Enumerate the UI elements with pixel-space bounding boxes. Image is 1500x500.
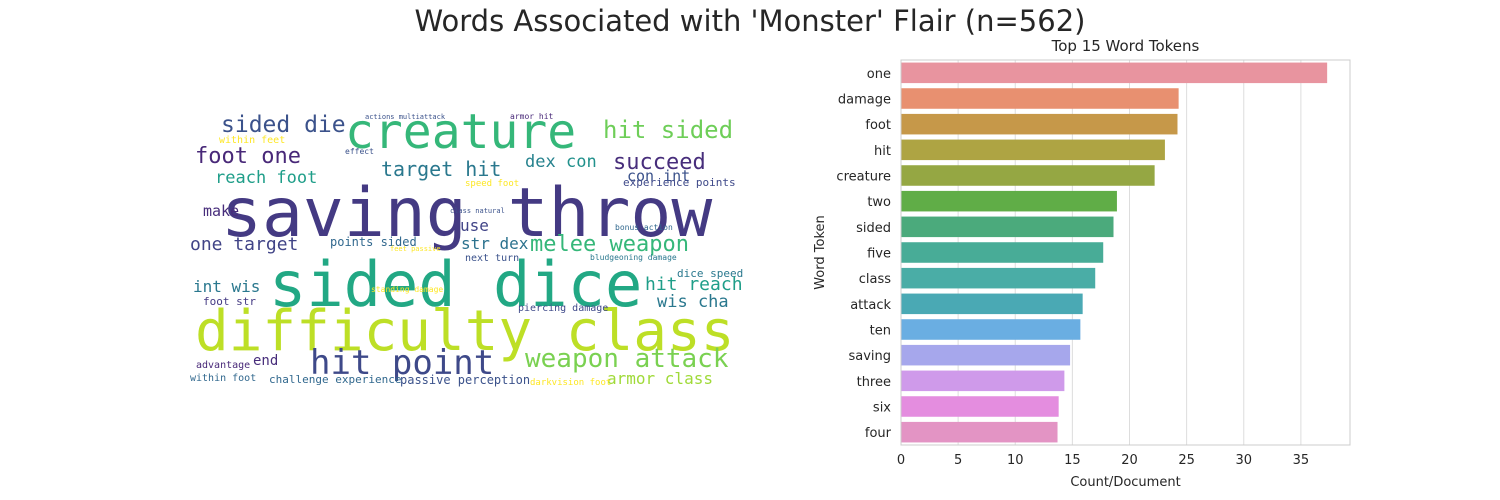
- y-tick-label: four: [865, 426, 892, 441]
- y-tick-label: class: [859, 272, 891, 287]
- cloud-word: speed foot: [465, 179, 520, 189]
- bar-three: [901, 370, 1065, 392]
- cloud-word: standing damage: [371, 285, 444, 294]
- x-tick-label: 0: [897, 453, 905, 468]
- cloud-word: weapon attack: [525, 344, 729, 374]
- chart-title: Top 15 Word Tokens: [1051, 37, 1200, 55]
- cloud-word: saving throw: [221, 174, 713, 253]
- y-tick-label: one: [867, 67, 891, 82]
- x-tick-label: 30: [1235, 453, 1252, 468]
- cloud-word: armor class: [607, 369, 713, 388]
- cloud-word: feet passive: [390, 245, 441, 253]
- y-tick-label: two: [867, 195, 891, 210]
- cloud-word: con: [566, 152, 597, 172]
- cloud-word: class natural: [450, 207, 505, 215]
- y-tick-label: foot: [865, 118, 891, 133]
- cloud-word: bludgeoning damage: [590, 253, 677, 262]
- cloud-word: within foot: [190, 373, 257, 384]
- y-tick-label: five: [867, 247, 891, 262]
- word-cloud: saving throw sided dice difficulty class cr…: [185, 108, 750, 398]
- y-tick-label: damage: [838, 93, 891, 108]
- cloud-word: challenge experience: [269, 373, 402, 386]
- bar-four: [901, 421, 1058, 443]
- cloud-word: experience points: [623, 176, 736, 189]
- cloud-word: dice speed: [677, 267, 744, 280]
- figure-title: Words Associated with 'Monster' Flair (n…: [414, 4, 1086, 38]
- bar-ten: [901, 319, 1081, 340]
- cloud-word: make: [203, 202, 240, 220]
- cloud-word: advantage: [196, 360, 251, 371]
- cloud-word: one target: [190, 234, 299, 255]
- x-tick-label: 15: [1064, 453, 1081, 468]
- y-tick-label: creature: [836, 170, 891, 185]
- x-axis-label: Count/Document: [1070, 475, 1180, 490]
- cloud-word: next turn: [465, 253, 520, 264]
- cloud-word: foot one: [195, 144, 301, 169]
- cloud-word: con int: [627, 167, 691, 185]
- bar-damage: [901, 88, 1179, 109]
- y-tick-label: saving: [848, 349, 891, 364]
- x-tick-label: 10: [1007, 453, 1024, 468]
- cloud-word: use: [460, 216, 489, 235]
- cloud-word: actions multiattack: [365, 113, 446, 121]
- bar-foot: [901, 113, 1178, 135]
- x-tick-label: 35: [1293, 453, 1310, 468]
- cloud-word: armor hit: [510, 112, 554, 121]
- bar-class: [901, 267, 1096, 289]
- cloud-word: end: [253, 353, 279, 369]
- bar-creature: [901, 165, 1155, 186]
- cloud-word: points sided: [330, 235, 417, 249]
- cloud-word: difficulty class: [195, 299, 735, 364]
- cloud-word: wis cha: [657, 292, 729, 312]
- bar-one: [901, 62, 1328, 84]
- cloud-word: creature: [345, 108, 577, 160]
- bar-attack: [901, 293, 1083, 315]
- cloud-word: melee weapon: [530, 232, 689, 257]
- cloud-word: dex: [525, 152, 556, 172]
- bar-six: [901, 396, 1059, 417]
- y-tick-label: attack: [850, 298, 891, 313]
- y-axis-label: Word Token: [813, 215, 828, 290]
- cloud-word: passive perception: [400, 373, 531, 387]
- y-tick-label: sided: [856, 221, 891, 236]
- y-tick-label: six: [873, 401, 891, 416]
- cloud-word: darkvision foot: [530, 378, 612, 388]
- y-tick-label: hit: [874, 144, 891, 159]
- y-tick-label: ten: [870, 324, 891, 339]
- bar-two: [901, 190, 1117, 212]
- x-tick-label: 25: [1178, 453, 1195, 468]
- cloud-word: piercing damage: [518, 303, 609, 314]
- cloud-word: target hit: [381, 157, 502, 181]
- bar-saving: [901, 344, 1071, 366]
- bar-sided: [901, 216, 1114, 238]
- cloud-word: hit sided: [603, 116, 734, 144]
- bar-hit: [901, 139, 1165, 161]
- cloud-word: hit point: [310, 343, 495, 383]
- cloud-word: foot str: [203, 295, 256, 308]
- cloud-word: within feet: [219, 135, 286, 146]
- x-tick-label: 5: [954, 453, 962, 468]
- cloud-word: bonus action: [615, 223, 673, 232]
- cloud-word: str dex: [461, 234, 529, 253]
- cloud-word: int wis: [193, 277, 261, 296]
- bar-five: [901, 242, 1104, 263]
- cloud-word: sided die: [221, 112, 346, 138]
- cloud-word: succeed: [613, 150, 706, 175]
- cloud-word: reach foot: [215, 168, 318, 188]
- cloud-word: sided dice: [269, 248, 643, 321]
- cloud-word: hit reach: [645, 274, 743, 295]
- x-tick-label: 20: [1121, 453, 1138, 468]
- y-tick-label: three: [857, 375, 891, 390]
- plot-frame: [900, 59, 1351, 446]
- cloud-word: effect: [345, 147, 374, 156]
